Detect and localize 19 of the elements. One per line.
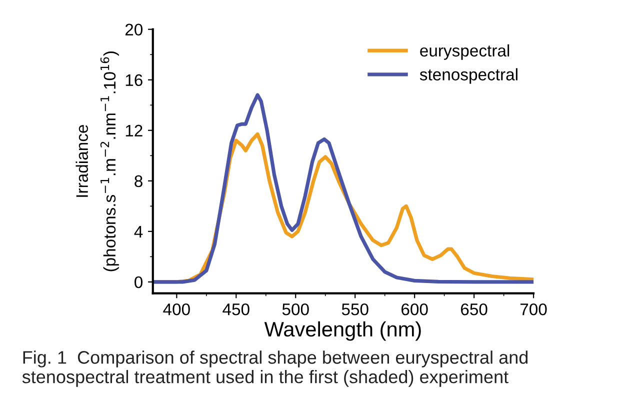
- legend-label: euryspectral: [420, 44, 510, 60]
- y-tick-label: 20: [125, 24, 143, 36]
- y-tick-label: 0: [134, 276, 143, 288]
- legend-label: stenospectral: [420, 68, 518, 84]
- y-tick-label: 8: [134, 175, 142, 188]
- x-axis-title: Wavelength (nm): [264, 321, 421, 341]
- line-series: [152, 93, 534, 284]
- x-tick-label: 400: [163, 303, 190, 316]
- x-tick-label: 700: [520, 303, 547, 316]
- x-tick-label: 500: [282, 303, 309, 316]
- y-tick-label: 16: [126, 74, 142, 86]
- y-tick-label: 12: [126, 124, 142, 136]
- x-tick-label: 600: [402, 303, 428, 316]
- text: Irradiance (photons.s$^{−1}$.m$^{−2}$.nm$^{−1}$.10$^{16}$): [76, 52, 119, 272]
- x-tick-label: 650: [460, 303, 488, 316]
- y-tick-label: 4: [134, 226, 143, 238]
- caption: Fig. 1 Comparison of spectral shape between euryspectral and stenospectral treatment used in the first (shaded) experiment: [22, 350, 528, 387]
- x-tick-label: 550: [342, 303, 368, 316]
- x-tick-label: 450: [222, 303, 250, 316]
